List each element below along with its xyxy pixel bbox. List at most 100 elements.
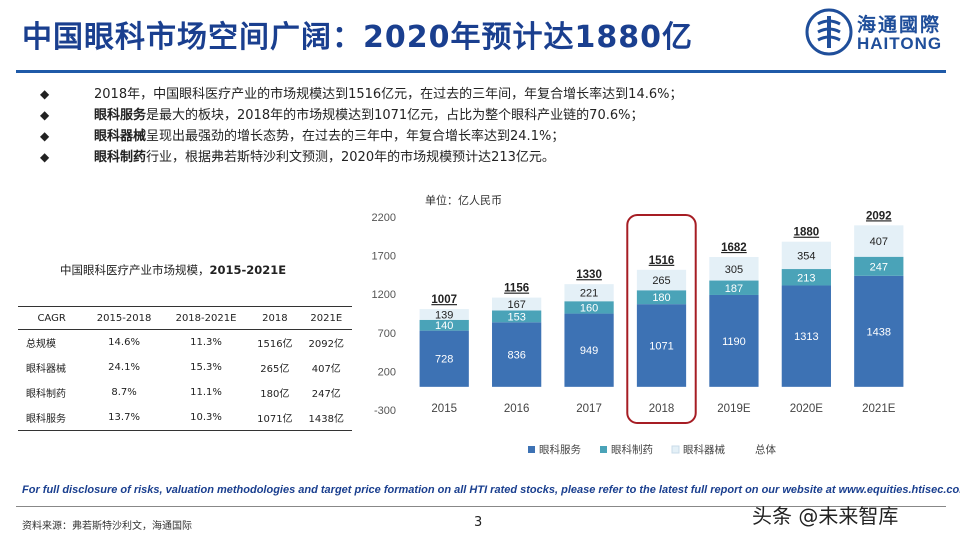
x-tick-label: 2016	[504, 403, 530, 415]
table-header-cell: CAGR	[18, 306, 86, 330]
y-tick-label: -300	[374, 405, 396, 417]
bar-segment	[854, 225, 904, 257]
bar-segment	[564, 313, 614, 387]
bar-segment	[419, 330, 469, 387]
diamond-bullet-icon: ◆	[40, 87, 50, 101]
bullet-item: ◆ 眼科器械呈现出最强劲的增长态势，在过去的三年中，年复合增长率达到24.1%；	[40, 126, 920, 147]
x-tick-label: 2020E	[790, 403, 824, 415]
table-row: 眼科制药 8.7% 11.1% 180亿 247亿	[18, 380, 352, 405]
logo-chinese-text: 海通國際	[857, 14, 942, 36]
cagr-table: CAGR 2015-2018 2018-2021E 2018 2021E 总规模…	[18, 306, 352, 431]
table-cell: 1438亿	[300, 405, 352, 431]
total-label: 1156	[504, 283, 529, 295]
bullet-item: ◆ 眼科制药行业，根据弗若斯特沙利文预测，2020年的市场规模预计达213亿元。	[40, 147, 920, 168]
data-label: 1313	[794, 331, 818, 343]
table-cell: 247亿	[311, 389, 341, 400]
table-cell: 14.6%	[108, 337, 140, 348]
legend-swatch	[671, 445, 680, 454]
table-header-row: CAGR 2015-2018 2018-2021E 2018 2021E	[18, 306, 352, 330]
table-cell: 眼科制药	[26, 389, 66, 400]
bar-segment	[709, 256, 759, 281]
bar-segment	[854, 275, 904, 387]
legend-label: 眼科制药	[611, 443, 653, 456]
table-cell: 2092亿	[308, 339, 344, 350]
table-header-cell: 2015-2018	[85, 306, 163, 330]
data-label: 1438	[867, 326, 891, 338]
y-tick-label: 1200	[372, 289, 396, 301]
data-label: 728	[435, 354, 453, 366]
diamond-bullet-icon: ◆	[40, 108, 50, 122]
bar-segment	[854, 256, 904, 276]
data-label: 153	[507, 311, 525, 323]
bar-segment	[636, 290, 687, 305]
data-label: 187	[725, 283, 743, 295]
legend-label: 眼科服务	[539, 443, 581, 456]
total-label: 1516	[649, 255, 675, 267]
x-tick-label: 2015	[431, 403, 457, 415]
table-cell: 眼科器械	[26, 364, 66, 375]
table-cell: 眼科服务	[18, 405, 86, 431]
table-cell: 15.3%	[190, 362, 222, 373]
table-cell: 180亿	[260, 389, 290, 400]
table-cell: 11.3%	[190, 337, 222, 348]
bullet-list: ◆ 2018年，中国眼科医疗产业的市场规模达到1516亿元，在过去的三年间，年复合…	[40, 84, 920, 168]
watermark: 头条 @未来智库	[752, 504, 899, 528]
bar-segment	[492, 322, 542, 387]
y-tick-label: 700	[378, 328, 396, 340]
table-row: 眼科器械 24.1% 15.3% 265亿 407亿	[18, 355, 352, 380]
legend-label: 眼科器械	[683, 443, 725, 456]
bullet-item: ◆ 2018年，中国眼科医疗产业的市场规模达到1516亿元，在过去的三年间，年复合…	[40, 84, 920, 105]
table-cell: 24.1%	[108, 362, 140, 373]
data-label: 407	[870, 236, 888, 248]
bullet-item: ◆ 眼科服务是最大的板块，2018年的市场规模达到1071亿元，占比为整个眼科产业…	[40, 105, 920, 126]
total-label: 1880	[794, 227, 820, 239]
data-label: 213	[797, 272, 815, 284]
bar-segment	[419, 319, 469, 331]
data-label: 949	[580, 345, 598, 357]
logo-english-text: HAITONG	[857, 34, 943, 53]
haitong-emblem-icon	[805, 8, 853, 56]
data-label: 836	[507, 350, 525, 362]
table-cell: 13.7%	[85, 405, 163, 431]
bar-segment	[492, 297, 542, 311]
bar-segment	[636, 269, 687, 291]
bar-segment	[564, 284, 614, 302]
bar-segment	[781, 269, 831, 286]
data-label: 354	[797, 250, 815, 262]
bar-segment	[781, 241, 831, 270]
chart-unit-label: 单位：亿人民币	[425, 194, 502, 207]
bar-segment	[709, 280, 759, 295]
total-label: 1330	[576, 269, 602, 281]
legend-swatch	[600, 446, 607, 453]
x-tick-label: 2021E	[862, 403, 896, 415]
table-cell: 10.3%	[162, 405, 250, 431]
data-label: 139	[435, 309, 453, 321]
data-label: 160	[580, 302, 598, 314]
data-label: 305	[725, 264, 743, 276]
bar-segment	[781, 285, 831, 387]
table-caption: 中国眼科医疗产业市场规模，2015-2021E	[60, 263, 287, 277]
bar-segment	[419, 309, 469, 320]
x-tick-label: 2017	[576, 403, 602, 415]
data-label: 1190	[722, 336, 746, 348]
legend-swatch	[528, 446, 535, 453]
page-number: 3	[474, 515, 483, 530]
page-title: 中国眼科市场空间广阔：2020年预计达1880亿	[22, 20, 693, 55]
data-label: 167	[507, 299, 525, 311]
table-cell: 总规模	[26, 339, 56, 350]
diamond-bullet-icon: ◆	[40, 129, 50, 143]
total-label: 1682	[721, 242, 747, 254]
table-cell: 8.7%	[111, 387, 137, 398]
data-label: 1071	[649, 340, 673, 352]
bar-segment	[492, 310, 542, 323]
footer-divider	[16, 506, 946, 507]
y-tick-label: 2200	[372, 212, 396, 224]
diamond-bullet-icon: ◆	[40, 150, 50, 164]
data-label: 140	[435, 320, 453, 332]
total-label: 2092	[866, 210, 892, 222]
disclosure-text: For full disclosure of risks, valuation …	[22, 484, 960, 496]
table-cell: 11.1%	[190, 387, 222, 398]
data-label: 180	[652, 292, 670, 304]
highlight-frame	[626, 214, 697, 424]
